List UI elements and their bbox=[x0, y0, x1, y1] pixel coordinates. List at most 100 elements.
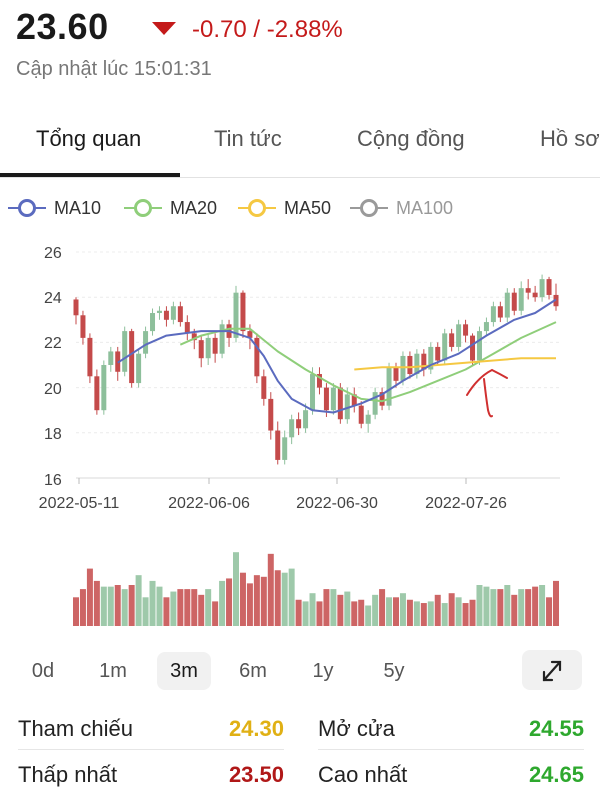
volume-bar bbox=[93, 580, 100, 626]
volume-bar bbox=[393, 597, 399, 626]
stat-label: Tham chiếu bbox=[18, 716, 133, 741]
volume-bar bbox=[260, 576, 267, 626]
handwritten-arrow-annotation bbox=[466, 368, 508, 418]
volume-bar bbox=[212, 601, 219, 626]
y-axis-labels: 26 24 22 20 18 16 bbox=[44, 245, 62, 489]
volume-bar bbox=[462, 603, 469, 626]
candle-body bbox=[365, 414, 371, 424]
chart-grid bbox=[76, 251, 560, 484]
volume-bar bbox=[302, 601, 309, 626]
legend-label: MA20 bbox=[170, 197, 218, 218]
candle-body bbox=[143, 331, 149, 354]
candle-body bbox=[233, 292, 239, 338]
current-price: 23.60 bbox=[16, 6, 109, 47]
ma10-line bbox=[117, 298, 557, 414]
stat-value: 24.55 bbox=[528, 716, 584, 741]
legend-label: MA50 bbox=[284, 197, 332, 218]
candle-body bbox=[532, 292, 538, 298]
candle-body bbox=[303, 410, 309, 429]
volume-bar bbox=[142, 597, 149, 626]
candle-body bbox=[358, 405, 364, 424]
candle-body bbox=[94, 376, 100, 411]
candle-body bbox=[184, 322, 190, 334]
tab-profile[interactable]: Hồ sơ bbox=[540, 126, 600, 151]
y-tick-label: 26 bbox=[44, 245, 62, 262]
legend-ma50[interactable]: MA50 bbox=[238, 194, 331, 222]
tab-news[interactable]: Tin tức bbox=[214, 126, 282, 151]
candle-body bbox=[511, 292, 517, 311]
tab-community[interactable]: Cộng đồng bbox=[357, 126, 465, 151]
candle-body bbox=[483, 322, 489, 332]
legend-ma20[interactable]: MA20 bbox=[124, 194, 217, 222]
volume-bar bbox=[316, 601, 323, 626]
y-tick-label: 24 bbox=[44, 290, 62, 307]
range-6m[interactable]: 6m bbox=[239, 660, 267, 682]
candle-body bbox=[108, 351, 114, 365]
candle-body bbox=[539, 279, 545, 298]
volume-bar bbox=[372, 594, 379, 626]
candle-body bbox=[476, 331, 482, 361]
candle-body bbox=[442, 333, 448, 361]
volume-bar bbox=[539, 585, 546, 626]
volume-bar bbox=[490, 589, 497, 626]
x-tick-label: 2022-06-06 bbox=[168, 495, 250, 512]
volume-bar bbox=[323, 589, 330, 626]
candle-body bbox=[275, 430, 281, 460]
candle-body bbox=[289, 419, 295, 438]
candle-body bbox=[101, 365, 107, 411]
stat-value: 24.65 bbox=[528, 762, 584, 787]
candle-body bbox=[518, 288, 524, 311]
stat-label: Mở cửa bbox=[318, 716, 395, 741]
volume-bar bbox=[525, 589, 532, 626]
volume-bar bbox=[79, 589, 86, 626]
volume-bar bbox=[274, 570, 281, 626]
volume-bar bbox=[344, 591, 351, 626]
tab-overview[interactable]: Tổng quan bbox=[36, 126, 142, 151]
candle-body bbox=[212, 337, 218, 354]
range-3m[interactable]: 3m bbox=[157, 652, 211, 690]
range-1y[interactable]: 1y bbox=[312, 660, 334, 682]
x-tick-label: 2022-07-26 bbox=[425, 495, 507, 512]
volume-bar bbox=[483, 586, 490, 626]
candle-body bbox=[310, 374, 316, 411]
price-chart[interactable]: 26 24 22 20 18 16 2022-05-11 2022-06-06 … bbox=[0, 232, 600, 642]
stat-label: Thấp nhất bbox=[18, 762, 118, 787]
candle-body bbox=[170, 306, 176, 320]
tab-bar: Tổng quan Tin tức Cộng đồng Hồ sơ bbox=[0, 112, 600, 178]
candle-body bbox=[282, 437, 288, 460]
x-axis-labels: 2022-05-11 2022-06-06 2022-06-30 2022-07… bbox=[39, 495, 507, 512]
volume-bar bbox=[191, 589, 198, 626]
volume-bar bbox=[441, 603, 448, 626]
volume-bar bbox=[504, 585, 511, 626]
candle-body bbox=[400, 355, 406, 381]
candle-body bbox=[386, 367, 392, 406]
range-5y[interactable]: 5y bbox=[383, 660, 405, 682]
legend-label: MA10 bbox=[54, 197, 102, 218]
volume-bar bbox=[170, 591, 177, 626]
volume-bar bbox=[239, 572, 246, 626]
ma50-line bbox=[354, 357, 556, 371]
legend-ma10[interactable]: MA10 bbox=[8, 194, 101, 222]
volume-bars bbox=[73, 552, 559, 626]
candle-body bbox=[344, 394, 350, 420]
volume-bar bbox=[86, 568, 93, 626]
volume-bar bbox=[379, 589, 386, 626]
legend-ma100[interactable]: MA100 bbox=[350, 194, 453, 222]
range-0d[interactable]: 0d bbox=[31, 660, 55, 682]
y-tick-label: 18 bbox=[44, 426, 62, 443]
candle-body bbox=[122, 331, 128, 372]
candle-body bbox=[456, 324, 462, 347]
price-change: -0.70 / -2.88% bbox=[192, 16, 343, 43]
candle-body bbox=[247, 331, 253, 338]
candle-body bbox=[490, 306, 496, 323]
range-1m[interactable]: 1m bbox=[99, 660, 127, 682]
stat-value: 24.30 bbox=[228, 716, 284, 741]
price-header: 23.60 -0.70 / -2.88% bbox=[16, 6, 586, 56]
candle-body bbox=[463, 324, 469, 336]
candle-body bbox=[546, 279, 552, 295]
volume-bar bbox=[399, 593, 406, 626]
volume-bar bbox=[309, 593, 316, 626]
fullscreen-button[interactable] bbox=[522, 650, 582, 690]
volume-bar bbox=[365, 605, 372, 626]
candle-body bbox=[261, 376, 267, 399]
